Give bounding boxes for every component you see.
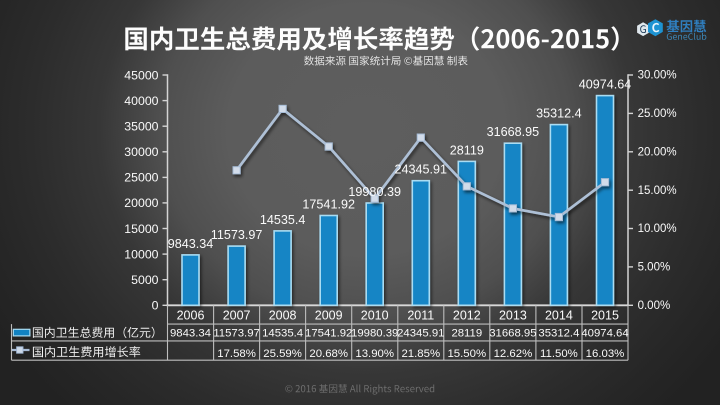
svg-text:28119: 28119 — [451, 328, 482, 340]
svg-text:11573.97: 11573.97 — [213, 328, 259, 340]
svg-text:17541.92: 17541.92 — [305, 328, 352, 340]
svg-text:2007: 2007 — [223, 309, 251, 323]
svg-text:11.50%: 11.50% — [540, 348, 578, 360]
svg-text:24345.91: 24345.91 — [395, 163, 448, 177]
svg-text:31668.95: 31668.95 — [487, 125, 540, 139]
svg-text:2014: 2014 — [545, 309, 573, 323]
svg-text:2012: 2012 — [453, 309, 481, 323]
svg-text:20.68%: 20.68% — [309, 348, 348, 360]
svg-text:17541.92: 17541.92 — [302, 198, 355, 212]
svg-text:30000: 30000 — [124, 145, 158, 159]
svg-text:40000: 40000 — [124, 94, 158, 108]
svg-text:11573.97: 11573.97 — [211, 228, 263, 242]
svg-text:19980.39: 19980.39 — [348, 185, 401, 199]
svg-text:31668.95: 31668.95 — [489, 328, 536, 340]
svg-text:15000: 15000 — [124, 222, 158, 236]
svg-text:2015: 2015 — [591, 309, 619, 323]
svg-text:13.90%: 13.90% — [355, 348, 394, 360]
svg-text:16.03%: 16.03% — [586, 348, 625, 360]
svg-text:14535.4: 14535.4 — [262, 328, 303, 340]
svg-text:25000: 25000 — [124, 171, 158, 185]
svg-text:45000: 45000 — [124, 68, 158, 82]
svg-text:15.50%: 15.50% — [447, 348, 486, 360]
svg-text:9843.34: 9843.34 — [168, 237, 214, 251]
svg-text:28119: 28119 — [450, 143, 484, 157]
svg-text:20000: 20000 — [124, 196, 158, 210]
svg-text:20.00%: 20.00% — [638, 147, 677, 159]
svg-text:35000: 35000 — [124, 120, 158, 134]
svg-text:25.00%: 25.00% — [638, 108, 677, 120]
svg-text:2006: 2006 — [177, 309, 205, 323]
svg-text:40974.64: 40974.64 — [581, 328, 628, 340]
svg-text:24345.91: 24345.91 — [397, 328, 444, 340]
svg-text:10.00%: 10.00% — [638, 223, 677, 235]
svg-text:2013: 2013 — [499, 309, 527, 323]
svg-text:0: 0 — [152, 299, 159, 313]
svg-text:35312.4: 35312.4 — [536, 107, 582, 121]
svg-text:25.59%: 25.59% — [263, 348, 302, 360]
svg-text:2010: 2010 — [361, 309, 389, 323]
svg-text:5000: 5000 — [131, 273, 159, 287]
svg-text:10000: 10000 — [124, 247, 158, 261]
svg-text:30.00%: 30.00% — [638, 70, 677, 82]
svg-text:2008: 2008 — [269, 309, 297, 323]
svg-text:15.00%: 15.00% — [638, 185, 677, 197]
svg-text:12.62%: 12.62% — [494, 348, 533, 360]
svg-text:21.85%: 21.85% — [401, 348, 440, 360]
svg-text:0.00%: 0.00% — [638, 300, 671, 312]
svg-text:19980.39: 19980.39 — [351, 328, 398, 340]
svg-text:2009: 2009 — [315, 309, 343, 323]
svg-text:14535.4: 14535.4 — [260, 213, 306, 227]
svg-text:5.00%: 5.00% — [638, 262, 671, 274]
svg-text:40974.64: 40974.64 — [579, 78, 632, 92]
svg-text:9843.34: 9843.34 — [170, 328, 211, 340]
svg-text:17.58%: 17.58% — [217, 348, 256, 360]
svg-text:35312.4: 35312.4 — [538, 328, 579, 340]
svg-text:2011: 2011 — [407, 309, 434, 323]
